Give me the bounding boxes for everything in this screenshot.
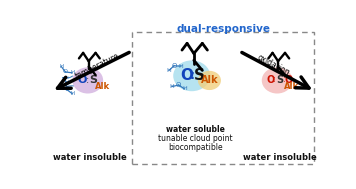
Text: H: H xyxy=(59,64,63,69)
Text: water soluble: water soluble xyxy=(166,125,225,134)
Text: H: H xyxy=(178,64,183,69)
Text: H: H xyxy=(169,84,174,89)
Text: biocompatible: biocompatible xyxy=(168,143,223,152)
Text: O: O xyxy=(176,82,181,88)
Ellipse shape xyxy=(198,71,221,90)
Text: :: : xyxy=(86,75,89,85)
Text: temperature: temperature xyxy=(74,52,121,81)
Text: S: S xyxy=(276,75,283,85)
Text: dual-responsive: dual-responsive xyxy=(176,24,270,34)
Text: H: H xyxy=(64,80,68,85)
Text: water insoluble: water insoluble xyxy=(242,153,316,162)
Ellipse shape xyxy=(72,67,103,94)
Ellipse shape xyxy=(262,67,293,94)
Text: :: : xyxy=(273,75,276,84)
Text: Alk: Alk xyxy=(284,82,299,91)
Text: oxidation: oxidation xyxy=(256,53,291,77)
Text: O: O xyxy=(180,67,193,83)
Text: Alk: Alk xyxy=(201,75,219,85)
Text: water insoluble: water insoluble xyxy=(53,153,127,162)
Text: H: H xyxy=(70,70,74,75)
Text: S: S xyxy=(194,67,205,83)
Text: :: : xyxy=(283,75,286,84)
Text: O: O xyxy=(78,75,87,85)
Text: H: H xyxy=(182,86,187,91)
Text: O: O xyxy=(171,63,177,69)
Text: :: : xyxy=(190,69,195,81)
Text: O: O xyxy=(266,75,274,85)
Ellipse shape xyxy=(173,60,210,91)
Text: O: O xyxy=(284,75,293,85)
Text: tunable cloud point: tunable cloud point xyxy=(158,134,233,143)
Text: O: O xyxy=(64,87,69,92)
Text: H: H xyxy=(70,91,74,96)
Text: O: O xyxy=(63,70,68,74)
Text: Alk: Alk xyxy=(95,82,110,91)
Text: S: S xyxy=(89,75,97,85)
Text: H: H xyxy=(167,68,171,73)
